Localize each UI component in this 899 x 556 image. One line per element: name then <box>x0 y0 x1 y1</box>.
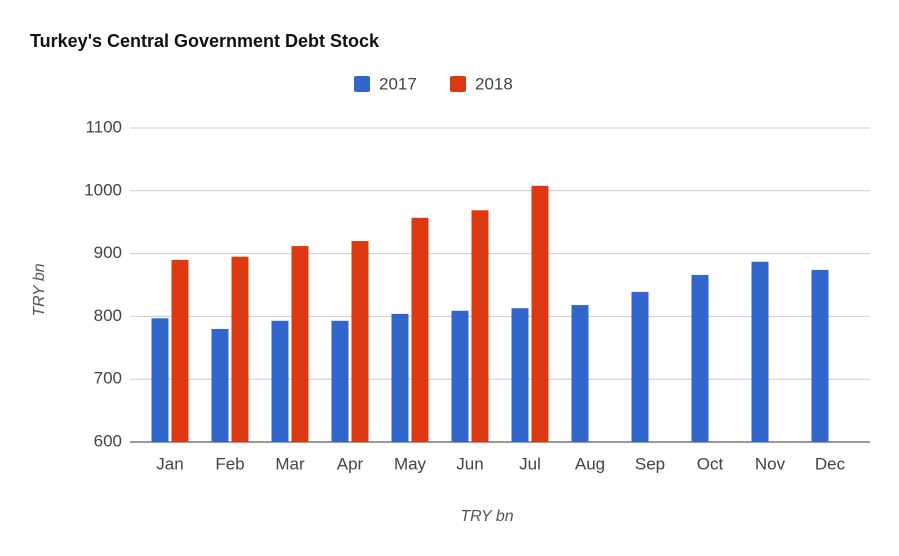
y-tick-label: 800 <box>94 306 122 325</box>
chart-title: Turkey's Central Government Debt Stock <box>30 31 380 51</box>
bar <box>571 305 589 442</box>
bar <box>151 318 169 442</box>
y-tick-label: 600 <box>94 431 122 450</box>
bar <box>391 313 409 442</box>
legend-swatch <box>354 76 370 92</box>
x-tick-label: Feb <box>215 454 244 473</box>
x-tick-label: Aug <box>575 454 605 473</box>
y-tick-label: 1000 <box>84 180 122 199</box>
legend-label: 2017 <box>379 74 417 93</box>
y-axis-title: TRY bn <box>31 263 48 316</box>
bar <box>171 259 189 442</box>
legend-label: 2018 <box>475 74 513 93</box>
x-tick-label: Oct <box>697 454 724 473</box>
bar <box>471 210 489 442</box>
bar <box>411 217 429 442</box>
bar <box>811 269 829 442</box>
x-tick-label: Nov <box>755 454 786 473</box>
legend-swatch <box>450 76 466 92</box>
x-tick-label: Mar <box>275 454 305 473</box>
x-tick-label: Jul <box>519 454 541 473</box>
bar <box>751 261 769 442</box>
bar <box>271 320 289 442</box>
bar <box>211 328 229 442</box>
bar <box>231 256 249 442</box>
x-tick-label: Apr <box>337 454 364 473</box>
x-tick-label: Jan <box>156 454 183 473</box>
bar <box>691 274 709 442</box>
bar <box>291 246 309 442</box>
x-tick-label: Sep <box>635 454 665 473</box>
bar <box>511 308 529 442</box>
y-tick-label: 700 <box>94 369 122 388</box>
bar <box>631 291 649 442</box>
x-tick-label: Dec <box>815 454 846 473</box>
bar <box>351 241 369 442</box>
bar <box>531 185 549 442</box>
y-tick-label: 900 <box>94 243 122 262</box>
bar <box>331 320 349 442</box>
x-tick-label: Jun <box>456 454 483 473</box>
x-axis-title: TRY bn <box>460 508 513 525</box>
x-tick-label: May <box>394 454 427 473</box>
y-tick-label: 1100 <box>85 117 122 136</box>
bar <box>451 310 469 442</box>
legend: 2017 2018 <box>354 74 513 93</box>
